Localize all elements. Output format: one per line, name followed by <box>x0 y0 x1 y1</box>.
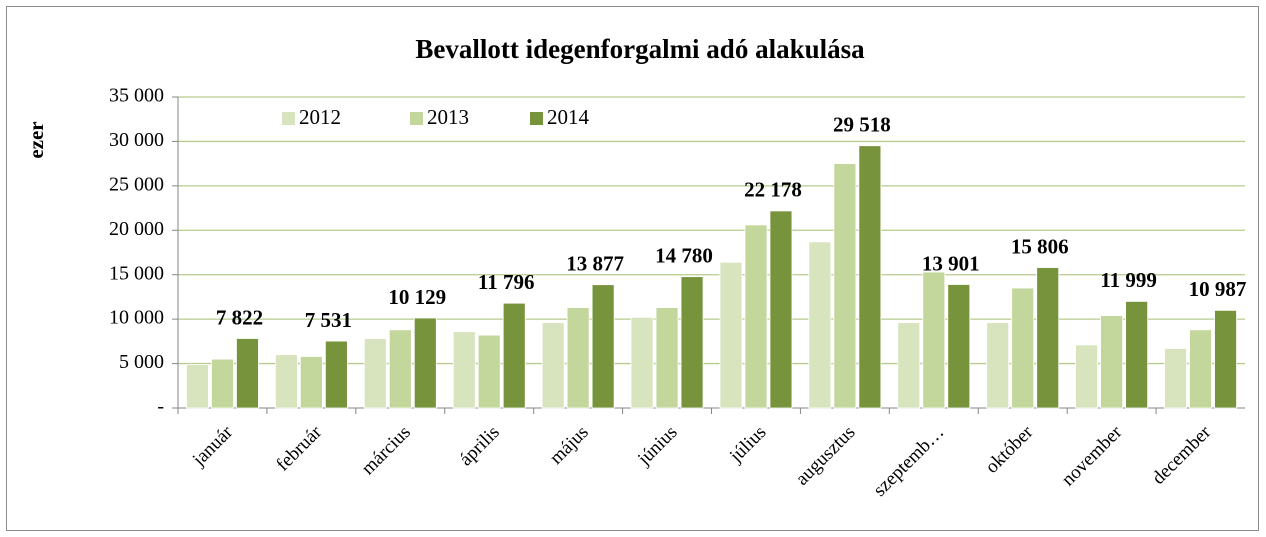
legend-swatch <box>282 112 295 125</box>
chart-title: Bevallott idegenforgalmi adó alakulása <box>415 34 865 64</box>
bar <box>1125 300 1149 409</box>
bar <box>947 284 971 409</box>
legend-label: 2014 <box>547 105 590 129</box>
y-tick-label: 10 000 <box>109 307 164 329</box>
bar <box>477 334 501 409</box>
bar <box>502 302 526 409</box>
bar <box>211 358 234 409</box>
value-label: 10 987 <box>1189 277 1247 301</box>
value-label: 14 780 <box>655 243 713 267</box>
value-label: 11 999 <box>1100 268 1157 292</box>
bar <box>363 338 387 409</box>
value-label: 22 178 <box>744 178 802 202</box>
bar <box>541 322 565 409</box>
value-label: 29 518 <box>833 113 891 137</box>
y-tick-label: - <box>157 396 164 418</box>
bar <box>922 271 946 409</box>
y-tick-label: 30 000 <box>109 129 164 151</box>
bar <box>680 276 704 409</box>
value-label: 13 901 <box>922 251 980 275</box>
value-label: 15 806 <box>1011 234 1069 258</box>
bar <box>1075 344 1099 409</box>
bar <box>1189 329 1212 409</box>
bar <box>1036 267 1060 409</box>
y-tick-label: 5 000 <box>119 351 164 373</box>
legend-label: 2012 <box>299 105 341 129</box>
bar <box>1214 309 1237 409</box>
bar <box>388 329 412 409</box>
bar <box>655 307 679 409</box>
value-label: 7 822 <box>216 305 263 329</box>
bar <box>858 145 882 409</box>
legend-swatch <box>530 112 543 125</box>
value-label: 11 796 <box>478 270 535 294</box>
y-axis-label: ezer <box>24 121 48 158</box>
bar <box>769 210 793 409</box>
bar <box>452 331 476 409</box>
bar <box>591 284 615 409</box>
bar <box>324 340 348 409</box>
bar <box>186 364 209 409</box>
y-tick-label: 25 000 <box>109 173 164 195</box>
bar <box>236 338 259 409</box>
bar <box>1100 315 1124 409</box>
value-label: 7 531 <box>305 308 352 332</box>
bar <box>274 354 298 409</box>
bar <box>986 322 1010 409</box>
legend-swatch <box>410 112 423 125</box>
bar <box>808 241 832 409</box>
bar <box>719 261 743 409</box>
bar <box>413 317 437 409</box>
bar <box>630 316 654 409</box>
bar <box>1011 287 1035 409</box>
bar <box>299 356 323 409</box>
value-label: 10 129 <box>388 285 446 309</box>
bar <box>1164 348 1187 409</box>
y-tick-label: 15 000 <box>109 262 164 284</box>
bar <box>897 322 921 409</box>
y-tick-label: 35 000 <box>109 85 164 107</box>
y-tick-label: 20 000 <box>109 218 164 240</box>
bar <box>566 307 590 409</box>
value-label: 13 877 <box>566 252 624 276</box>
bar <box>744 224 768 409</box>
legend-label: 2013 <box>427 105 469 129</box>
bar <box>833 163 857 409</box>
